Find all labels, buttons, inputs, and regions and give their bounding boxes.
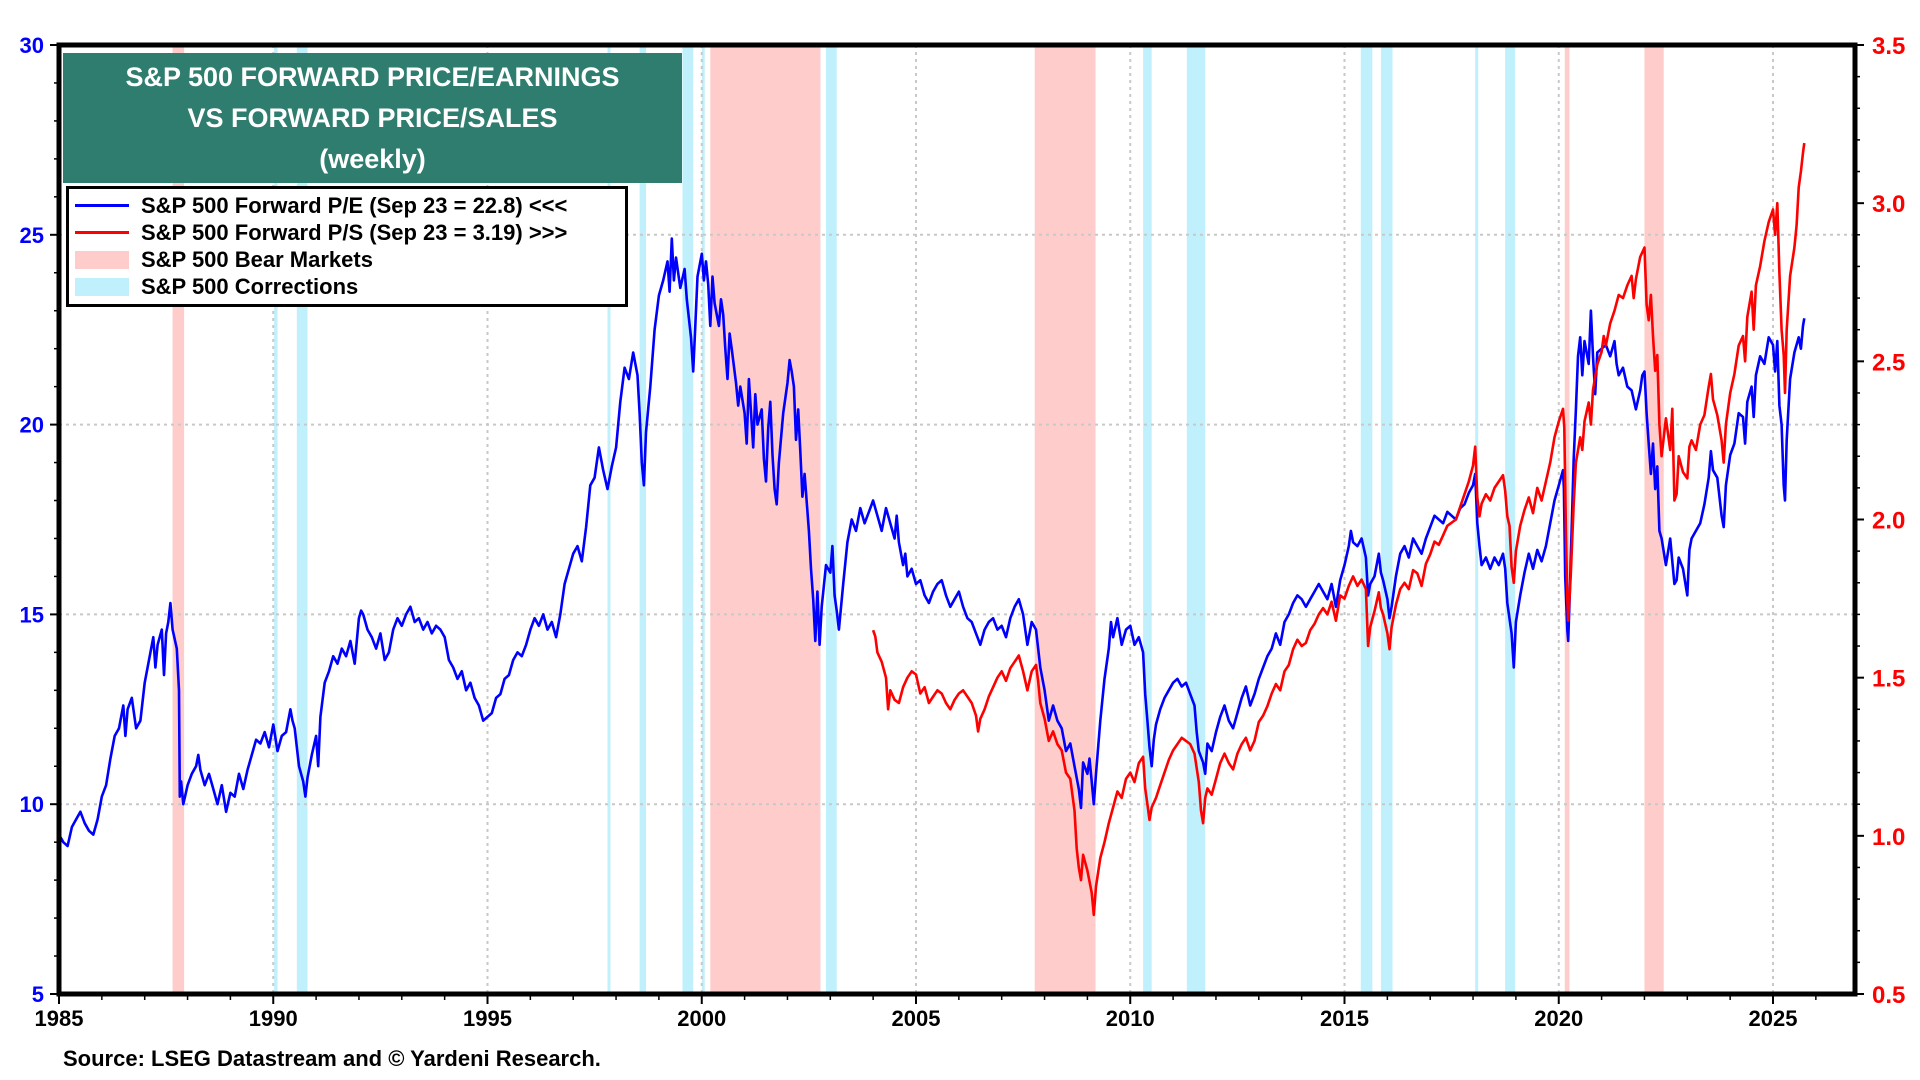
x-tick-label: 2010 <box>1106 1006 1155 1031</box>
left-tick-label: 10 <box>20 792 44 817</box>
x-tick-label: 2000 <box>677 1006 726 1031</box>
correction-band <box>1505 45 1516 994</box>
series-lines <box>57 142 1806 917</box>
correction-band <box>682 45 694 994</box>
x-tick-label: 2020 <box>1534 1006 1583 1031</box>
legend-label-pe: S&P 500 Forward P/E (Sep 23 = 22.8) <<< <box>141 192 568 218</box>
right-tick-label: 3.0 <box>1872 191 1905 218</box>
x-tick-label: 2015 <box>1320 1006 1369 1031</box>
left-tick-label: 5 <box>32 982 44 1007</box>
right-tick-label: 3.5 <box>1872 33 1905 60</box>
legend-entry-bear: S&P 500 Bear Markets <box>69 246 625 273</box>
left-tick-label: 15 <box>20 602 44 627</box>
correction-band <box>701 45 705 994</box>
chart-title-box: S&P 500 FORWARD PRICE/EARNINGS VS FORWAR… <box>63 53 682 183</box>
correction-band <box>1380 45 1393 994</box>
bear-market-band <box>710 45 821 994</box>
right-tick-label: 1.0 <box>1872 824 1905 851</box>
x-tick-label: 2025 <box>1749 1006 1798 1031</box>
chart-title-line-3: (weekly) <box>319 144 426 174</box>
bear-market-band <box>1034 45 1096 994</box>
right-tick-label: 1.5 <box>1872 666 1905 693</box>
legend-swatch-pe <box>75 204 129 207</box>
gridlines <box>59 45 1855 994</box>
bear-market-band <box>172 45 185 994</box>
right-tick-label: 2.5 <box>1872 349 1905 376</box>
x-tick-label: 1985 <box>35 1006 84 1031</box>
correction-band <box>639 45 647 994</box>
legend-swatch-ps <box>75 231 129 234</box>
left-tick-label: 30 <box>20 33 44 58</box>
bear-market-band <box>1644 45 1664 994</box>
left-tick-label: 25 <box>20 223 44 248</box>
correction-band <box>296 45 308 994</box>
x-tick-label: 1990 <box>249 1006 298 1031</box>
correction-band <box>274 45 278 994</box>
left-tick-label: 20 <box>20 413 44 438</box>
source-note: Source: LSEG Datastream and © Yardeni Re… <box>63 1046 601 1071</box>
legend: S&P 500 Forward P/E (Sep 23 = 22.8) <<< … <box>66 186 628 307</box>
x-tick-label: 1995 <box>463 1006 512 1031</box>
legend-entry-ps: S&P 500 Forward P/S (Sep 23 = 3.19) >>> <box>69 219 625 246</box>
legend-label-ps: S&P 500 Forward P/S (Sep 23 = 3.19) >>> <box>141 219 568 245</box>
pe-series-line <box>57 237 1806 848</box>
right-tick-label: 0.5 <box>1872 982 1905 1009</box>
legend-swatch-corrections <box>75 277 129 296</box>
correction-band <box>1143 45 1152 994</box>
legend-entry-corrections: S&P 500 Corrections <box>69 273 625 300</box>
ps-series-line <box>871 142 1806 917</box>
legend-entry-pe: S&P 500 Forward P/E (Sep 23 = 22.8) <<< <box>69 192 625 219</box>
right-tick-label: 2.0 <box>1872 508 1905 535</box>
correction-band <box>1186 45 1206 994</box>
legend-label-bear: S&P 500 Bear Markets <box>141 246 373 272</box>
legend-label-corrections: S&P 500 Corrections <box>141 273 359 299</box>
correction-band <box>1360 45 1373 994</box>
chart-title-line-1: S&P 500 FORWARD PRICE/EARNINGS <box>125 62 620 92</box>
correction-band <box>607 45 611 994</box>
x-tick-label: 2005 <box>892 1006 941 1031</box>
bear-market-band <box>1564 45 1570 994</box>
legend-swatch-bear <box>75 250 129 269</box>
correction-band <box>826 45 837 994</box>
chart-title-line-2: VS FORWARD PRICE/SALES <box>187 103 558 133</box>
